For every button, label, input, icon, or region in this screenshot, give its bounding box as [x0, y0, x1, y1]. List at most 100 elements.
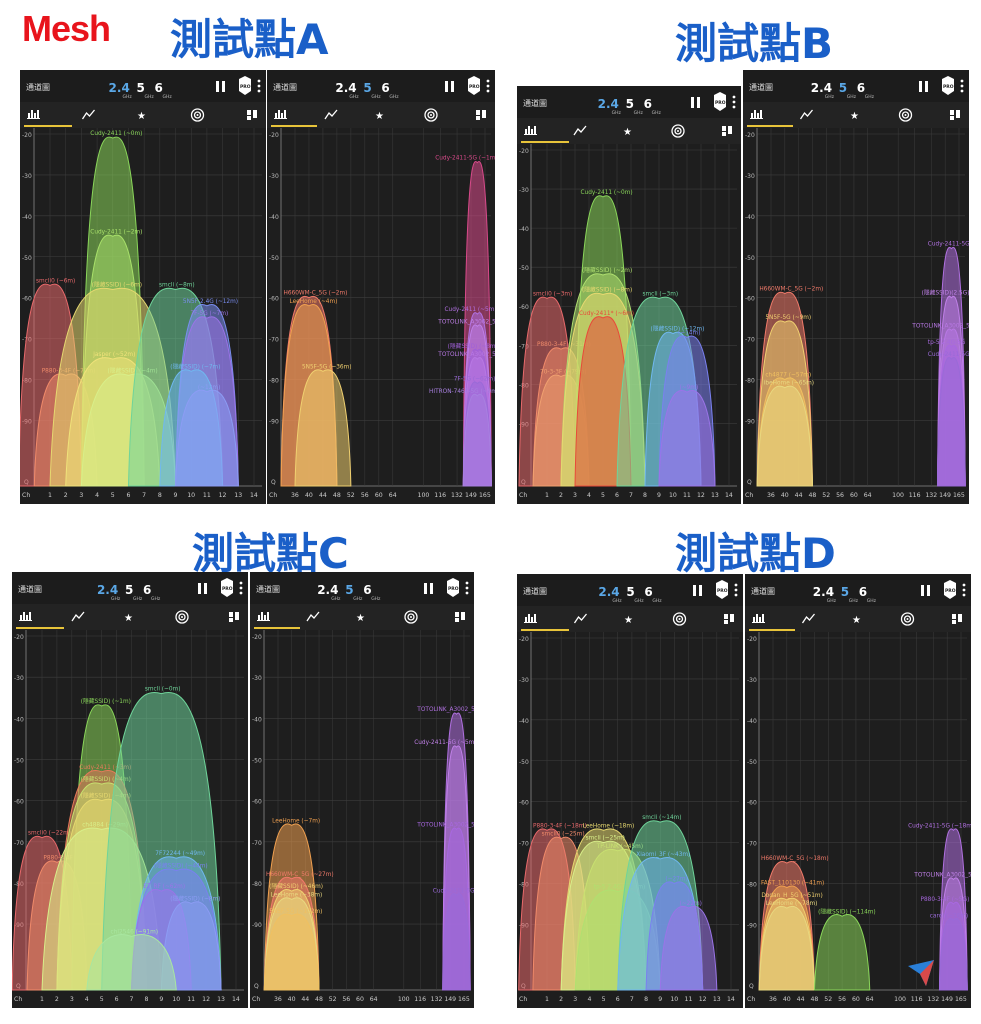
more-menu-icon[interactable]	[734, 583, 738, 597]
channel-rating-icon[interactable]: ★	[624, 615, 633, 626]
pro-badge-icon[interactable]: PRO	[468, 76, 480, 95]
pro-badge-icon[interactable]: PRO	[942, 76, 954, 95]
pause-icon[interactable]	[919, 81, 928, 92]
more-menu-icon[interactable]	[732, 95, 736, 109]
band-6-button[interactable]: 6	[644, 585, 652, 599]
channel-bars-icon[interactable]	[257, 612, 270, 621]
signal-strength-icon[interactable]	[424, 108, 438, 122]
network-curve[interactable]: (隱藏SSID) (~8m)	[160, 894, 222, 991]
time-graph-icon[interactable]	[799, 109, 813, 120]
signal-strength-icon[interactable]	[672, 612, 687, 626]
signal-strength-icon[interactable]	[190, 108, 205, 122]
grid-view-icon[interactable]	[229, 612, 239, 622]
band-24-button[interactable]: 2.4	[813, 585, 834, 599]
signal-strength-icon[interactable]	[900, 612, 915, 626]
network-curve[interactable]: LeeHome (~78m)	[758, 901, 817, 991]
channel-rating-icon[interactable]: ★	[137, 111, 146, 122]
network-curve[interactable]: (隱藏SSID) (~114m)	[813, 907, 876, 991]
channel-rating-icon[interactable]: ★	[375, 111, 384, 122]
channel-bars-icon[interactable]	[752, 614, 765, 623]
grid-view-icon[interactable]	[247, 110, 257, 120]
pause-icon[interactable]	[691, 97, 700, 108]
channel-rating-icon[interactable]: ★	[356, 613, 365, 624]
time-graph-icon[interactable]	[81, 109, 95, 120]
more-menu-icon[interactable]	[257, 79, 261, 93]
time-graph-icon[interactable]	[324, 109, 338, 120]
network-curve[interactable]: (~22m)	[659, 901, 718, 991]
more-menu-icon[interactable]	[960, 79, 964, 93]
band-24-button[interactable]: 2.4	[109, 81, 130, 95]
network-curve[interactable]: (~12m)	[175, 385, 239, 487]
channel-bars-icon[interactable]	[274, 110, 287, 119]
band-5-button[interactable]: 5	[363, 81, 371, 95]
band-5-button[interactable]: 5	[345, 583, 353, 597]
band-6-button[interactable]: 6	[363, 583, 371, 597]
channel-bars-icon[interactable]	[19, 612, 32, 621]
grid-view-icon[interactable]	[950, 110, 960, 120]
grid-view-icon[interactable]	[722, 126, 732, 136]
grid-view-icon[interactable]	[952, 614, 962, 624]
network-curve[interactable]: HITRON-7460-5G (~9m)	[429, 389, 495, 487]
channel-bars-icon[interactable]	[524, 126, 537, 135]
pro-badge-icon[interactable]: PRO	[944, 580, 956, 599]
time-graph-icon[interactable]	[306, 611, 320, 622]
grid-view-icon[interactable]	[455, 612, 465, 622]
channel-rating-icon[interactable]: ★	[852, 615, 861, 626]
signal-strength-icon[interactable]	[898, 108, 913, 122]
network-curve[interactable]: 5N5F-5G (~36m)	[294, 364, 352, 487]
pro-badge-icon[interactable]: PRO	[716, 580, 728, 599]
band-24-button[interactable]: 2.4	[97, 583, 118, 597]
band-24-button[interactable]: 2.4	[317, 583, 338, 597]
channel-rating-icon[interactable]: ★	[850, 111, 859, 122]
channel-rating-icon[interactable]: ★	[623, 127, 632, 138]
band-6-button[interactable]: 6	[155, 81, 163, 95]
pro-badge-icon[interactable]: PRO	[239, 76, 251, 95]
more-menu-icon[interactable]	[465, 581, 469, 595]
time-graph-icon[interactable]	[573, 613, 587, 624]
pro-badge-icon[interactable]: PRO	[221, 578, 233, 597]
band-5-button[interactable]: 5	[125, 583, 133, 597]
network-curve[interactable]: chl2546 (~91m)	[86, 929, 177, 991]
network-curve[interactable]: (~9m)	[658, 385, 716, 487]
pro-badge-icon[interactable]: PRO	[714, 92, 726, 111]
pause-icon[interactable]	[424, 583, 433, 594]
network-curve[interactable]: 5N5F-5G (~102m)	[263, 909, 322, 991]
band-24-button[interactable]: 2.4	[598, 97, 619, 111]
band-6-button[interactable]: 6	[857, 81, 865, 95]
band-5-button[interactable]: 5	[137, 81, 145, 95]
band-24-button[interactable]: 2.4	[335, 81, 356, 95]
pause-icon[interactable]	[693, 585, 702, 596]
pause-icon[interactable]	[198, 583, 207, 594]
band-24-button[interactable]: 2.4	[811, 81, 832, 95]
network-curve[interactable]: Cudy-2411-5G	[433, 888, 474, 991]
band-6-button[interactable]: 6	[381, 81, 389, 95]
pause-icon[interactable]	[921, 585, 930, 596]
band-6-button[interactable]: 6	[859, 585, 867, 599]
grid-view-icon[interactable]	[476, 110, 486, 120]
band-6-button[interactable]: 6	[644, 97, 652, 111]
signal-strength-icon[interactable]	[175, 610, 189, 624]
grid-view-icon[interactable]	[724, 614, 734, 624]
signal-strength-icon[interactable]	[404, 610, 418, 624]
network-curve[interactable]: Cudy-2411-5G	[928, 352, 969, 487]
signal-strength-icon[interactable]	[671, 124, 685, 138]
pro-badge-icon[interactable]: PRO	[447, 578, 459, 597]
network-curve[interactable]: ibeHome (~65m)	[756, 381, 814, 487]
band-24-button[interactable]: 2.4	[598, 585, 619, 599]
band-5-button[interactable]: 5	[839, 81, 847, 95]
channel-bars-icon[interactable]	[27, 110, 40, 119]
time-graph-icon[interactable]	[573, 125, 587, 136]
band-6-button[interactable]: 6	[143, 583, 151, 597]
time-graph-icon[interactable]	[801, 613, 815, 624]
pause-icon[interactable]	[445, 81, 454, 92]
channel-bars-icon[interactable]	[750, 110, 763, 119]
more-menu-icon[interactable]	[239, 581, 243, 595]
band-5-button[interactable]: 5	[841, 585, 849, 599]
channel-bars-icon[interactable]	[524, 614, 537, 623]
band-5-button[interactable]: 5	[626, 97, 634, 111]
more-menu-icon[interactable]	[962, 583, 966, 597]
time-graph-icon[interactable]	[71, 611, 85, 622]
channel-rating-icon[interactable]: ★	[124, 613, 133, 624]
pause-icon[interactable]	[216, 81, 225, 92]
network-curve[interactable]: carol (~76m)	[930, 913, 968, 991]
